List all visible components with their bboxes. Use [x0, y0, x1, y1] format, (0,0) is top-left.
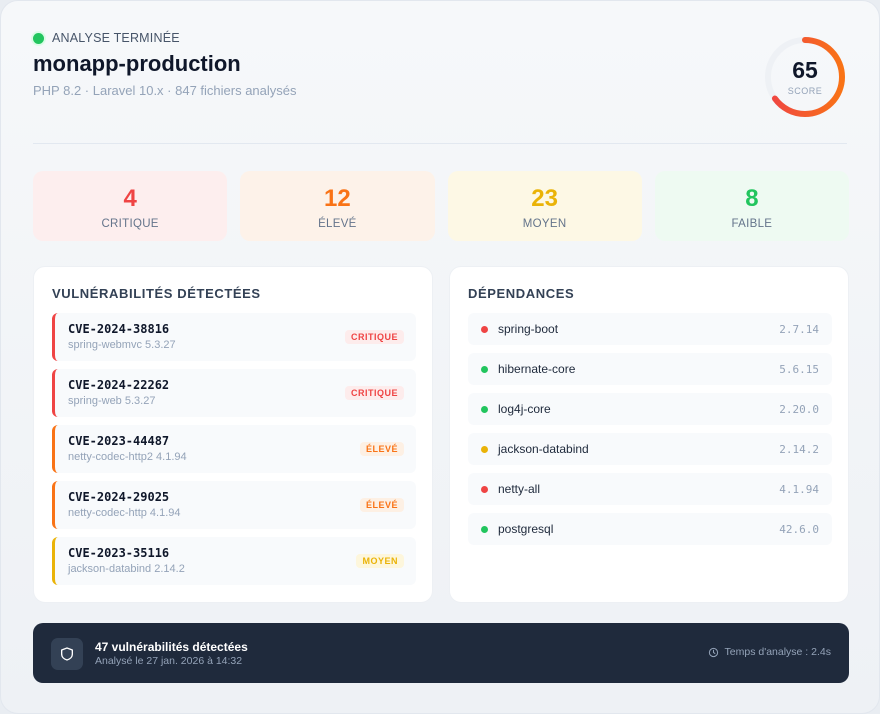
cve-id: CVE-2023-35116	[68, 546, 170, 560]
dependency-name: postgresql	[498, 522, 554, 536]
status-text: ANALYSE TERMINÉE	[52, 31, 180, 45]
score-label: SCORE	[787, 86, 823, 96]
dependency-status-dot-icon	[481, 486, 488, 493]
cve-id: CVE-2023-44487	[68, 434, 170, 448]
dependency-item[interactable]: spring-boot 2.7.14	[468, 313, 832, 345]
vulnerability-item[interactable]: CVE-2024-29025 netty-codec-http 4.1.94 É…	[52, 481, 416, 529]
dependency-name: hibernate-core	[498, 362, 576, 376]
vulnerable-package: spring-web 5.3.27	[68, 395, 156, 407]
dependency-status-dot-icon	[481, 406, 488, 413]
scan-timestamp: Analysé le 27 jan. 2026 à 14:32	[95, 655, 243, 667]
vulnerability-item[interactable]: CVE-2024-38816 spring-webmvc 5.3.27 CRIT…	[52, 313, 416, 361]
score-value: 65	[792, 57, 818, 83]
severity-badge: CRITIQUE	[344, 386, 404, 400]
dependencies-panel: DÉPENDANCES spring-boot 2.7.14 hibernate…	[449, 266, 849, 603]
dependency-item[interactable]: log4j-core 2.20.0	[468, 393, 832, 425]
dependency-version: 4.1.94	[779, 483, 819, 496]
dependency-version: 2.7.14	[779, 323, 819, 336]
dependency-item[interactable]: postgresql 42.6.0	[468, 513, 832, 545]
dependency-name: netty-all	[498, 482, 541, 496]
app-name: monapp-production	[33, 51, 241, 76]
severity-stats: 4 CRITIQUE 12 ÉLEVÉ 23 MOYEN 8 FAIBLE	[33, 171, 849, 241]
stat-critical[interactable]: 4 CRITIQUE	[33, 171, 228, 241]
severity-badge: ÉLEVÉ	[359, 442, 404, 456]
score-arc	[765, 37, 845, 117]
stat-low-value: 8	[745, 185, 759, 212]
clock-icon	[708, 647, 718, 657]
header-divider	[33, 143, 847, 144]
status-dot-icon	[33, 32, 44, 44]
vulnerability-item[interactable]: CVE-2023-44487 netty-codec-http2 4.1.94 …	[52, 425, 416, 473]
report-header: ANALYSE TERMINÉE monapp-production PHP 8…	[33, 31, 847, 123]
vulnerable-package: netty-codec-http2 4.1.94	[68, 451, 187, 463]
severity-badge: ÉLEVÉ	[359, 498, 404, 512]
vulnerabilities-panel: VULNÉRABILITÉS DÉTECTÉES CVE-2024-38816 …	[33, 266, 433, 603]
dependency-status-dot-icon	[481, 526, 488, 533]
stat-medium[interactable]: 23 MOYEN	[447, 171, 642, 241]
dependency-item[interactable]: jackson-databind 2.14.2	[468, 433, 832, 465]
stat-low-label: FAIBLE	[731, 218, 773, 230]
dependency-version: 2.20.0	[779, 403, 819, 416]
stat-critical-label: CRITIQUE	[101, 218, 159, 230]
summary-footer: 47 vulnérabilités détectées Analysé le 2…	[33, 623, 849, 683]
vulnerabilities-title: VULNÉRABILITÉS DÉTECTÉES	[52, 286, 261, 301]
dependency-status-dot-icon	[481, 366, 488, 373]
dependency-item[interactable]: netty-all 4.1.94	[468, 473, 832, 505]
vulnerability-item[interactable]: CVE-2023-35116 jackson-databind 2.14.2 M…	[52, 537, 416, 585]
stat-high-label: ÉLEVÉ	[318, 218, 357, 230]
cve-id: CVE-2024-38816	[68, 322, 170, 336]
vulnerable-package: spring-webmvc 5.3.27	[68, 339, 176, 351]
scan-status: ANALYSE TERMINÉE	[33, 31, 847, 45]
vulnerable-package: jackson-databind 2.14.2	[68, 563, 185, 575]
dependency-status-dot-icon	[481, 446, 488, 453]
dependency-name: log4j-core	[498, 402, 551, 416]
app-meta: PHP 8.2 · Laravel 10.x · 847 fichiers an…	[33, 83, 297, 98]
dependency-version: 2.14.2	[779, 443, 819, 456]
stat-high-value: 12	[324, 185, 351, 212]
stat-medium-label: MOYEN	[522, 218, 567, 230]
vulnerable-package: netty-codec-http 4.1.94	[68, 507, 181, 519]
shield-icon	[51, 638, 83, 670]
dependency-status-dot-icon	[481, 326, 488, 333]
analysis-duration: Temps d'analyse : 2.4s	[708, 646, 831, 658]
score-ring	[765, 37, 845, 117]
dependency-name: spring-boot	[498, 322, 559, 336]
dependencies-title: DÉPENDANCES	[468, 286, 575, 301]
score-gauge: 65 SCORE	[763, 35, 847, 119]
cve-id: CVE-2024-22262	[68, 378, 170, 392]
dependency-name: jackson-databind	[498, 442, 589, 456]
analysis-duration-text: Temps d'analyse : 2.4s	[724, 646, 831, 658]
severity-badge: CRITIQUE	[344, 330, 404, 344]
stat-high[interactable]: 12 ÉLEVÉ	[240, 171, 435, 241]
stat-medium-value: 23	[531, 185, 558, 212]
dependency-version: 42.6.0	[779, 523, 819, 536]
vulnerability-item[interactable]: CVE-2024-22262 spring-web 5.3.27 CRITIQU…	[52, 369, 416, 417]
dependency-item[interactable]: hibernate-core 5.6.15	[468, 353, 832, 385]
stat-low[interactable]: 8 FAIBLE	[654, 171, 849, 241]
cve-id: CVE-2024-29025	[68, 490, 170, 504]
severity-badge: MOYEN	[356, 554, 404, 568]
dependency-version: 5.6.15	[779, 363, 819, 376]
stat-critical-value: 4	[123, 185, 137, 212]
summary-title: 47 vulnérabilités détectées	[95, 640, 248, 654]
